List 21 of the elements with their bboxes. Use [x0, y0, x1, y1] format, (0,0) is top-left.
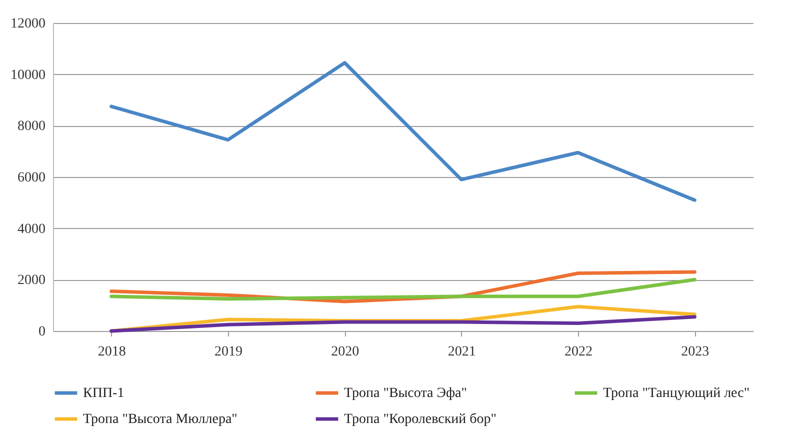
x-tick-label: 2019: [214, 344, 242, 360]
x-tick-label: 2021: [448, 344, 476, 360]
x-tick-label: 2020: [331, 344, 360, 360]
y-tick-label: 4000: [18, 222, 46, 237]
legend-label: Тропа "Королевский бор": [344, 412, 496, 427]
legend-label: Тропа "Высота Мюллера": [83, 412, 238, 427]
x-tick-label: 2023: [681, 344, 710, 360]
line-series: [110, 315, 696, 333]
y-tick-label: 12000: [10, 16, 46, 32]
legend-label: КПП-1: [83, 386, 124, 401]
y-tick-label: 0: [38, 324, 46, 340]
y-tick-label: 6000: [18, 170, 46, 186]
line-series: [110, 278, 696, 301]
y-tick-label: 8000: [18, 119, 46, 134]
line-series: [110, 61, 696, 202]
x-tick-label: 2018: [98, 344, 126, 360]
y-tick-label: 10000: [10, 68, 46, 83]
y-tick-label: 2000: [18, 273, 46, 288]
legend-label: Тропа "Танцующий лес": [603, 386, 750, 401]
legend-label: Тропа "Высота Эфа": [344, 386, 467, 401]
x-tick-label: 2022: [564, 344, 592, 360]
